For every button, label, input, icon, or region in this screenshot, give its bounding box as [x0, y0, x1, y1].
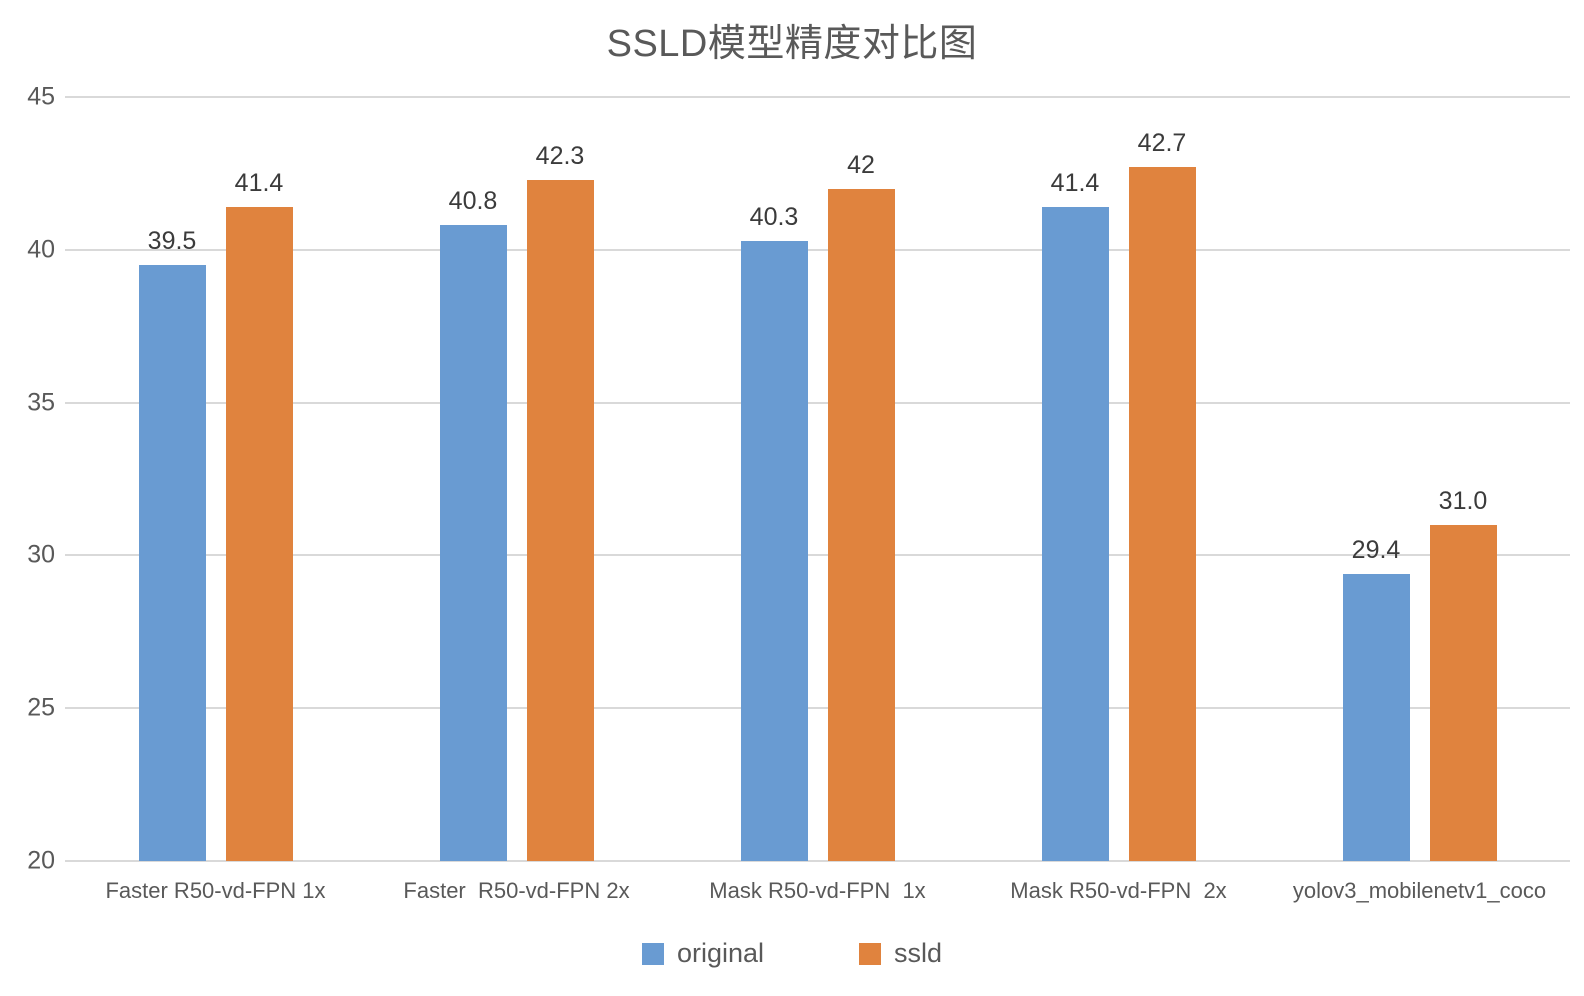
- bar-value-label-original-5: 29.4: [1351, 535, 1401, 564]
- legend-swatch-ssld: [859, 942, 882, 965]
- y-tick-label-45: 45: [27, 82, 55, 111]
- bar-value-label-original-3: 40.3: [749, 202, 799, 231]
- gridline-y-25: [65, 707, 1570, 710]
- gridline-y-35: [65, 401, 1570, 404]
- x-axis-category-labels: Faster R50-vd-FPN 1x Faster R50-vd-FPN 2x…: [65, 878, 1570, 904]
- bar-group-5: 29.4 31.0: [1269, 97, 1570, 861]
- gridline-y-30: [65, 554, 1570, 557]
- bar-ssld-3: 42: [827, 151, 895, 861]
- bar-value-label-ssld-5: 31.0: [1438, 486, 1488, 515]
- bar-ssld-4: 42.7: [1128, 129, 1196, 861]
- category-label-1: Faster R50-vd-FPN 1x: [105, 878, 326, 903]
- gridline-y-20: [65, 860, 1570, 862]
- y-tick-label-20: 20: [27, 846, 55, 875]
- bar-original-2: 40.8: [439, 187, 507, 861]
- y-tick-label-35: 35: [27, 388, 55, 417]
- legend-label-original: original: [676, 938, 765, 968]
- bar-ssld-1: 41.4: [225, 169, 293, 861]
- legend-item-ssld: ssld: [859, 938, 942, 969]
- bar-value-label-original-2: 40.8: [448, 187, 498, 216]
- y-axis: 20 25 30 35 40 45: [10, 83, 55, 875]
- bar-ssld-2: 42.3: [526, 142, 594, 861]
- bar-ssld-5: 31.0: [1429, 487, 1497, 861]
- category-label-4: Mask R50-vd-FPN 2x: [1010, 878, 1227, 903]
- legend-label-ssld: ssld: [894, 938, 943, 968]
- bar-group-3: 40.3 42: [667, 97, 968, 861]
- gridline-y-45: [65, 96, 1570, 98]
- bar-value-label-ssld-1: 41.4: [234, 169, 284, 198]
- bar-value-label-ssld-3: 42: [847, 150, 875, 179]
- bar-groups: 39.5 41.4 40.8 42.3 40.3 42 41.4 42.7 29.4 31.0: [65, 97, 1570, 861]
- category-label-5: yolov3_mobilenetv1_coco: [1292, 878, 1547, 903]
- bar-value-label-ssld-4: 42.7: [1137, 129, 1187, 158]
- category-label-3: Mask R50-vd-FPN 1x: [709, 878, 926, 903]
- bar-group-2: 40.8 42.3: [366, 97, 667, 861]
- legend-item-original: original: [641, 938, 765, 969]
- bar-value-label-original-1: 39.5: [147, 227, 197, 256]
- bar-original-1: 39.5: [138, 227, 206, 861]
- bar-group-4: 41.4 42.7: [968, 97, 1269, 861]
- category-label-2: Faster R50-vd-FPN 2x: [403, 878, 630, 903]
- y-tick-label-30: 30: [27, 540, 55, 569]
- plot-area: 39.5 41.4 40.8 42.3 40.3 42 41.4 42.7 29.4 31.0: [65, 96, 1570, 862]
- y-tick-label-40: 40: [27, 235, 55, 264]
- bar-original-4: 41.4: [1041, 169, 1109, 861]
- legend: original ssld: [0, 938, 1584, 969]
- y-tick-label-25: 25: [27, 693, 55, 722]
- bar-value-label-original-4: 41.4: [1050, 169, 1100, 198]
- chart-title: SSLD模型精度对比图: [606, 23, 978, 65]
- bar-original-5: 29.4: [1342, 536, 1410, 861]
- bar-group-1: 39.5 41.4: [65, 97, 366, 861]
- bar-value-label-ssld-2: 42.3: [535, 141, 585, 170]
- bar-original-3: 40.3: [740, 203, 808, 861]
- gridline-y-40: [65, 248, 1570, 251]
- legend-swatch-original: [641, 942, 664, 965]
